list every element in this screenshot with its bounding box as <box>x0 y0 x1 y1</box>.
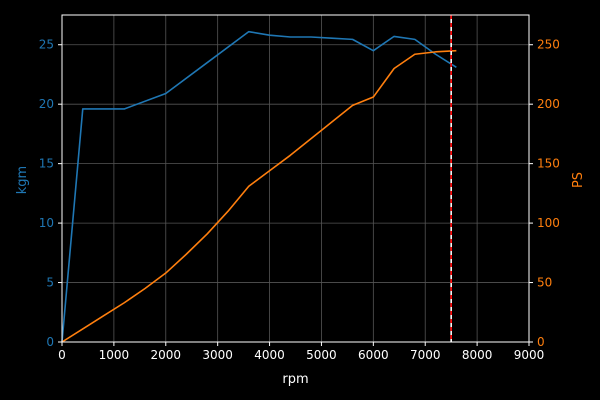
right-tick-label: 0 <box>537 335 545 349</box>
right-tick-label: 200 <box>537 97 560 111</box>
left-tick-label: 10 <box>39 216 54 230</box>
grid <box>61 15 530 343</box>
x-tick-label: 0 <box>58 348 66 362</box>
power-series-line <box>61 49 457 343</box>
right-axis-label: PS <box>571 172 586 188</box>
x-tick-label: 4000 <box>254 348 285 362</box>
left-axis-ticks: 0 5 10 15 20 25 <box>39 38 62 349</box>
left-tick-label: 20 <box>39 97 54 111</box>
x-axis-ticks: 0 1000 2000 3000 4000 5000 6000 7000 8000 9000 <box>58 342 544 362</box>
x-tick-label: 8000 <box>462 348 493 362</box>
left-tick-label: 25 <box>39 38 54 52</box>
left-tick-label: 5 <box>46 276 54 290</box>
torque-series-line <box>61 30 457 343</box>
x-tick-label: 9000 <box>514 348 545 362</box>
x-tick-label: 3000 <box>202 348 233 362</box>
left-tick-label: 15 <box>39 157 54 171</box>
x-tick-label: 2000 <box>151 348 182 362</box>
left-axis-label: kgm <box>15 166 30 194</box>
left-tick-label: 0 <box>46 335 54 349</box>
x-tick-label: 1000 <box>99 348 130 362</box>
right-axis-ticks: 0 50 100 150 200 250 <box>529 38 560 349</box>
series-lines <box>61 30 457 343</box>
right-tick-label: 150 <box>537 157 560 171</box>
right-tick-label: 100 <box>537 216 560 230</box>
x-tick-label: 7000 <box>410 348 441 362</box>
x-axis-label: rpm <box>282 372 308 387</box>
x-tick-label: 6000 <box>358 348 389 362</box>
plot-frame <box>61 14 530 343</box>
x-tick-label: 5000 <box>306 348 337 362</box>
right-tick-label: 250 <box>537 38 560 52</box>
right-tick-label: 50 <box>537 276 552 290</box>
